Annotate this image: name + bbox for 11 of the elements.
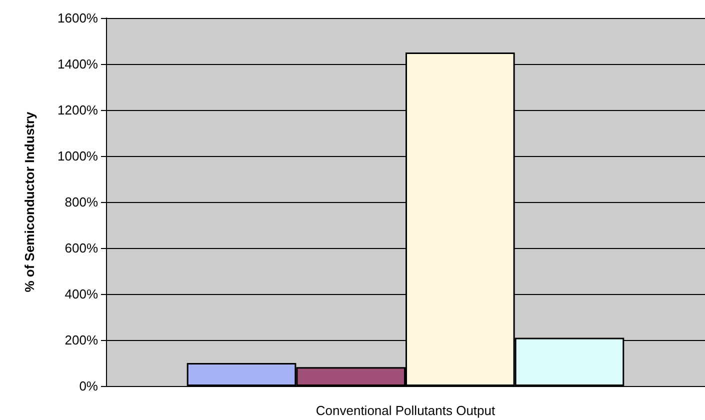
y-tick-label: 0% — [79, 378, 98, 394]
y-tick-label: 1400% — [58, 56, 98, 72]
y-tick-label: 1000% — [58, 148, 98, 164]
y-tick-label: 200% — [64, 332, 98, 348]
x-tick-label: Conventional Pollutants Output — [316, 403, 496, 418]
y-axis-title: % of Semiconductor Industry — [22, 110, 37, 292]
y-tick-label: 600% — [64, 240, 98, 256]
y-tick-label: 1600% — [58, 10, 98, 26]
y-tick-label: 800% — [64, 194, 98, 210]
y-tick-label: 400% — [64, 286, 98, 302]
y-tick-label: 1200% — [58, 102, 98, 118]
